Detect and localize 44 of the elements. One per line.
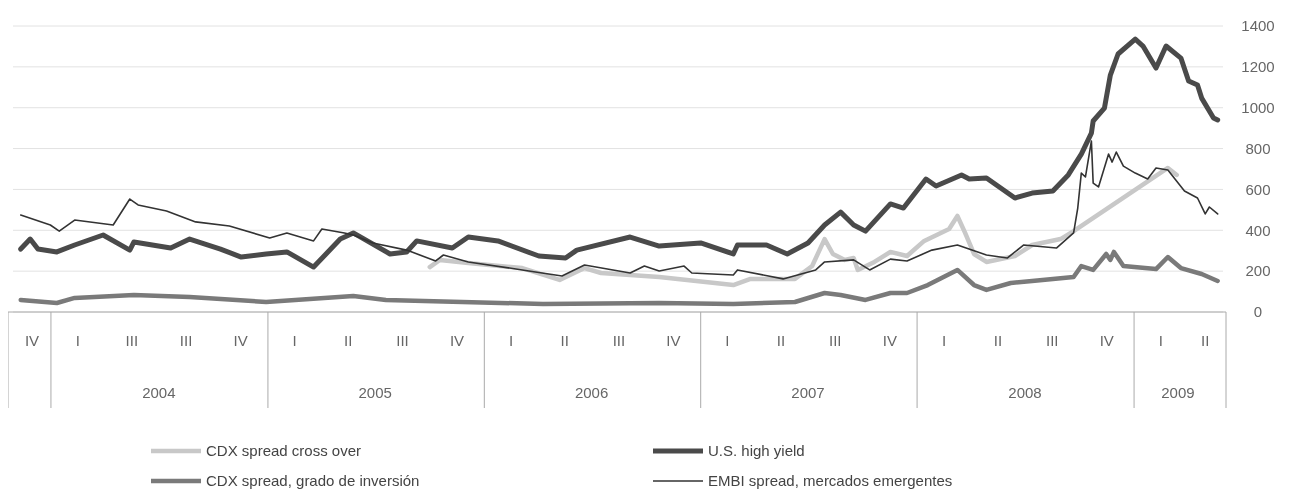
text: I <box>75 332 80 350</box>
text: IV <box>666 332 681 350</box>
legend-label: U.S. high yield <box>708 442 805 460</box>
text: I <box>941 332 947 350</box>
text: III <box>1046 332 1059 350</box>
legend-label: EMBI spread, mercados emergentes <box>708 472 953 490</box>
x-tick-label: 2006 <box>574 384 609 402</box>
text: III <box>179 332 193 350</box>
text: I <box>508 332 514 350</box>
x-tick-label: 2009 <box>1161 384 1195 402</box>
x-tick-label: 2008 <box>1008 384 1042 402</box>
text: III <box>396 332 409 350</box>
y-tick-label: 600 <box>1245 180 1271 198</box>
text: II <box>1201 332 1210 350</box>
y-tick-label: 1200 <box>1241 58 1275 76</box>
x-tick-label: 2007 <box>791 384 825 402</box>
text: II <box>993 332 1003 350</box>
text: II <box>560 332 569 350</box>
text: II <box>344 332 353 350</box>
text: IV <box>24 332 40 350</box>
y-tick-label: 200 <box>1245 262 1271 280</box>
text: I <box>1158 332 1163 350</box>
x-tick-label: 2005 <box>358 384 392 402</box>
line-series <box>18 249 1220 307</box>
x-tick-label: 2004 <box>142 384 176 402</box>
text: III <box>829 332 842 350</box>
legend-label: CDX spread, grado de inversión <box>206 472 420 490</box>
text: IV <box>449 332 465 350</box>
y-tick-label: 1400 <box>1241 17 1275 35</box>
text: III <box>125 332 139 350</box>
y-tick-label: 400 <box>1245 221 1271 239</box>
legend-label: CDX spread cross over <box>206 442 362 460</box>
text: II <box>776 332 786 350</box>
text: III <box>612 332 626 350</box>
text: I <box>725 332 730 350</box>
y-tick-label: 800 <box>1245 139 1271 157</box>
y-tick-label: 0 <box>1253 303 1263 321</box>
text: IV <box>882 332 897 350</box>
text: IV <box>233 332 248 350</box>
y-tick-label: 1000 <box>1241 98 1275 116</box>
line-series <box>19 140 1219 280</box>
line-series <box>427 165 1180 288</box>
text: I <box>292 332 297 350</box>
text: IV <box>1099 332 1114 350</box>
